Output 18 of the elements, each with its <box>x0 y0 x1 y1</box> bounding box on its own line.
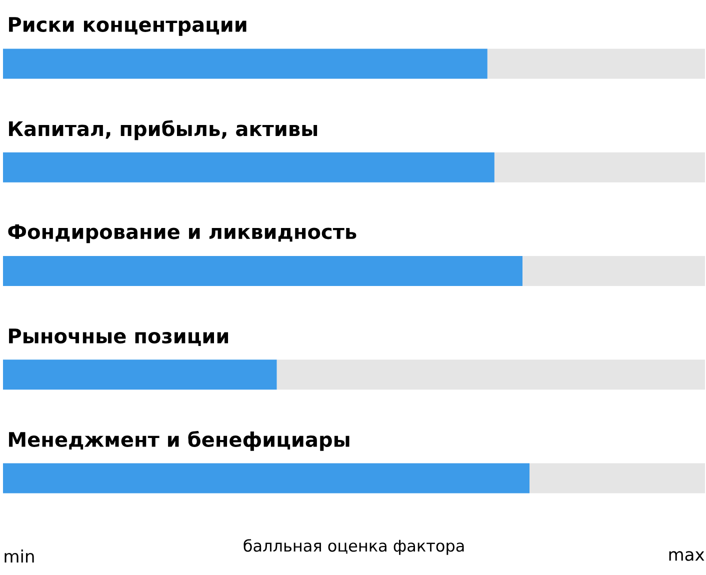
bar <box>3 152 494 182</box>
bar <box>3 360 277 390</box>
y-tick-label: Фондирование и ликвидность <box>8 224 356 244</box>
y-tick-label: Рыночные позиции <box>9 328 228 346</box>
text: max <box>669 551 704 561</box>
bar <box>276 360 706 390</box>
bar <box>487 48 706 79</box>
y-tick-label: Риски концентрации <box>9 17 246 36</box>
bar <box>3 463 530 494</box>
bar <box>3 48 488 79</box>
text: min <box>4 550 34 562</box>
y-tick-label: Капитал, прибыль, активы <box>9 120 318 140</box>
x-axis-title: балльная оценка фактора <box>244 539 464 555</box>
bar <box>522 256 706 286</box>
bar <box>3 256 522 286</box>
bar <box>530 463 706 494</box>
bar <box>494 152 706 182</box>
y-tick-label: Менеджмент и бенефициары <box>9 430 350 451</box>
